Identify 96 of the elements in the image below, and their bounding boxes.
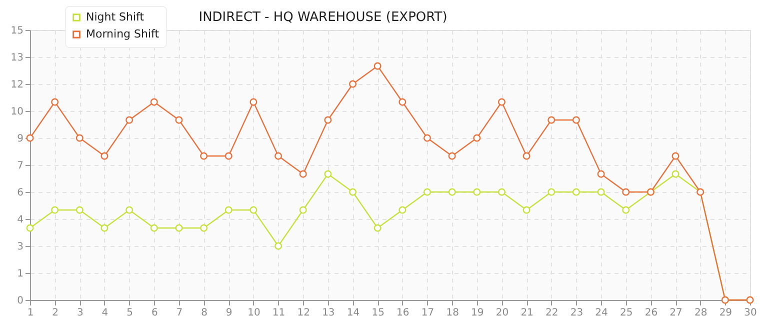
point (548, 116, 556, 124)
point (473, 134, 481, 142)
point (299, 206, 307, 214)
point (498, 188, 506, 196)
point (448, 188, 456, 196)
x-tick-label: 26 (644, 308, 658, 318)
point (522, 152, 530, 160)
point (498, 98, 506, 106)
point (126, 206, 134, 214)
point (473, 188, 481, 196)
y-tick-label: 13 (10, 52, 24, 64)
y-tick-label: 7 (17, 160, 24, 172)
y-tick-label: 6 (17, 188, 24, 198)
point (224, 152, 232, 160)
point (572, 116, 580, 124)
point (26, 224, 34, 232)
x-tick-label: 23 (570, 308, 584, 318)
point (200, 152, 208, 160)
x-tick-label: 27 (670, 308, 682, 318)
legend-label: Morning Shift (86, 28, 160, 40)
x-tick-label: 3 (76, 308, 84, 318)
point (672, 152, 680, 160)
x-tick-label: 5 (126, 308, 133, 318)
x-tick-label: 28 (694, 308, 708, 318)
x-tick-label: 15 (372, 308, 384, 318)
point (324, 116, 332, 124)
point (274, 242, 282, 250)
point (423, 134, 432, 142)
x-tick-label: 6 (151, 308, 158, 318)
point (76, 206, 84, 214)
x-tick-label: 29 (719, 308, 732, 318)
x-tick-label: 12 (297, 308, 310, 318)
point (622, 188, 630, 196)
y-tick-label: 15 (10, 26, 24, 36)
point (26, 134, 34, 142)
x-tick-label: 11 (272, 308, 286, 318)
x-tick-label: 1 (27, 308, 34, 318)
point (348, 188, 357, 196)
x-tick-label: 14 (346, 308, 360, 318)
point (448, 152, 456, 160)
chart-title: INDIRECT - HQ WAREHOUSE (EXPORT) (198, 10, 448, 25)
x-tick-label: 21 (520, 308, 534, 318)
point (374, 224, 382, 232)
point (126, 116, 134, 124)
point (522, 206, 530, 214)
y-tick-label: 0 (17, 296, 24, 306)
point (274, 152, 282, 160)
point (175, 116, 183, 124)
y-tick-label: 4 (17, 214, 24, 226)
x-tick-label: 18 (446, 308, 459, 318)
x-tick-label: 22 (546, 308, 558, 318)
point (622, 206, 630, 214)
point (597, 188, 605, 196)
point (51, 206, 59, 214)
y-tick-label: 9 (17, 134, 24, 144)
point (572, 188, 580, 196)
point (150, 224, 158, 232)
point (51, 98, 59, 106)
x-tick-label: 13 (322, 308, 335, 318)
point (398, 98, 406, 106)
point (175, 224, 183, 232)
point (374, 62, 382, 70)
point (250, 206, 258, 214)
y-tick-label: 10 (10, 106, 24, 118)
y-tick-label: 12 (10, 80, 24, 90)
x-tick-label: 4 (102, 308, 108, 318)
point (423, 188, 432, 196)
x-tick-label: 7 (176, 308, 183, 318)
point (548, 188, 556, 196)
x-tick-label: 8 (201, 308, 208, 318)
x-tick-label: 30 (744, 308, 757, 318)
x-tick-label: 10 (248, 308, 260, 318)
x-tick-label: 17 (421, 308, 434, 318)
point (100, 224, 108, 232)
point (597, 170, 605, 178)
legend-label: Night Shift (86, 10, 145, 24)
point (398, 206, 406, 214)
point (200, 224, 208, 232)
x-tick-label: 9 (226, 308, 232, 318)
x-tick-label: 2 (52, 308, 59, 318)
y-tick-label: 1 (17, 268, 24, 280)
point (100, 152, 108, 160)
point (250, 98, 258, 106)
x-tick-label: 24 (595, 308, 608, 318)
point (324, 170, 332, 178)
x-tick-label: 20 (496, 308, 509, 318)
point (224, 206, 232, 214)
point (299, 170, 307, 178)
point (76, 134, 84, 142)
point (672, 170, 680, 178)
x-tick-label: 19 (471, 308, 484, 318)
x-tick-label: 25 (620, 308, 633, 318)
point (348, 80, 357, 88)
point (150, 98, 158, 106)
y-tick-label: 3 (17, 242, 24, 252)
x-tick-label: 16 (396, 308, 410, 318)
